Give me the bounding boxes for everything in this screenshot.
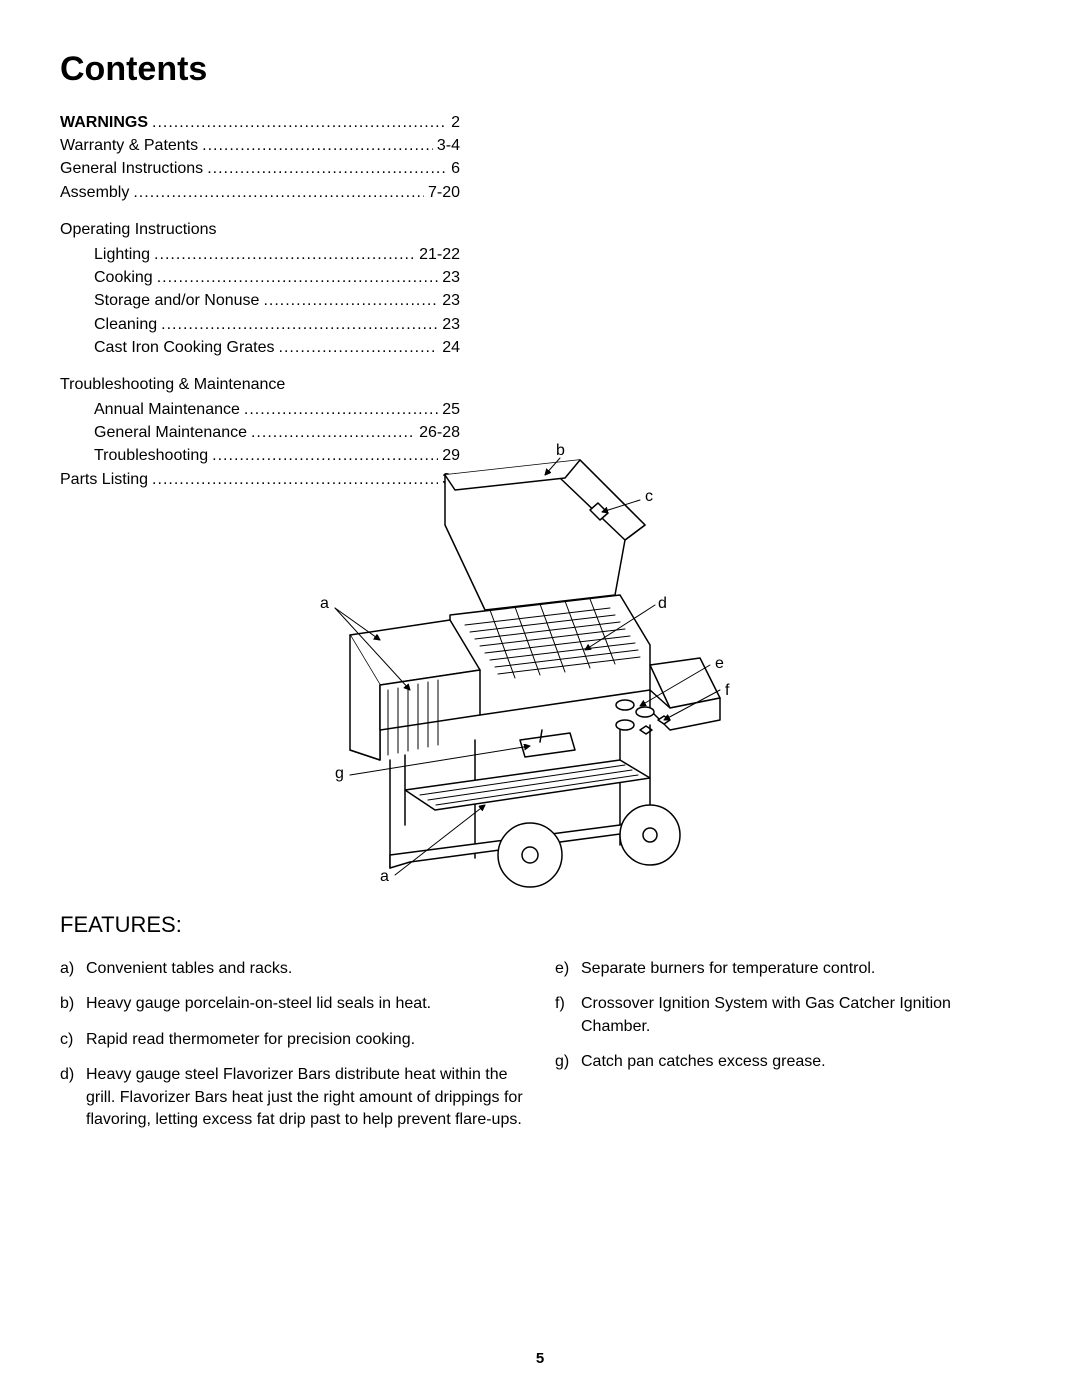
toc-row: General Instructions 6 <box>60 157 460 180</box>
grill-diagram: a b c d e f g a <box>280 430 820 910</box>
grill-svg <box>280 430 820 910</box>
callout-g: g <box>335 765 344 783</box>
toc-label: General Instructions <box>60 157 203 180</box>
feature-item: f)Crossover Ignition System with Gas Cat… <box>555 993 1020 1038</box>
toc-row: Assembly 7-20 <box>60 181 460 204</box>
callout-a: a <box>320 595 329 613</box>
callout-d: d <box>658 595 667 613</box>
toc-page: 2 <box>451 111 460 134</box>
toc-row: Cast Iron Cooking Grates24 <box>94 336 460 359</box>
toc-row: Lighting21-22 <box>94 243 460 266</box>
toc-section-heading: Troubleshooting & Maintenance <box>60 373 460 396</box>
feature-item: b)Heavy gauge porcelain-on-steel lid sea… <box>60 993 525 1015</box>
page-title: Contents <box>60 50 1020 89</box>
toc-row: Cleaning23 <box>94 313 460 336</box>
toc-row: Cooking23 <box>94 266 460 289</box>
toc-page: 7-20 <box>428 181 460 204</box>
page-number: 5 <box>0 1350 1080 1367</box>
callout-b: b <box>556 442 565 460</box>
callout-e: e <box>715 655 724 673</box>
toc-dots <box>152 111 447 134</box>
callout-c: c <box>645 488 653 506</box>
toc-page: 3-4 <box>437 134 460 157</box>
callout-f: f <box>725 682 729 700</box>
feature-item: e)Separate burners for temperature contr… <box>555 958 1020 980</box>
toc-section-heading: Operating Instructions <box>60 218 460 241</box>
feature-item: g)Catch pan catches excess grease. <box>555 1051 1020 1073</box>
feature-item: d)Heavy gauge steel Flavorizer Bars dist… <box>60 1064 525 1131</box>
feature-item: a)Convenient tables and racks. <box>60 958 525 980</box>
features-section: FEATURES: a)Convenient tables and racks.… <box>60 912 1020 1144</box>
toc-label: Assembly <box>60 181 129 204</box>
features-heading: FEATURES: <box>60 912 1020 938</box>
toc-row: Annual Maintenance25 <box>94 398 460 421</box>
toc-label: Warranty & Patents <box>60 134 198 157</box>
features-col-right: e)Separate burners for temperature contr… <box>555 958 1020 1144</box>
feature-item: c)Rapid read thermometer for precision c… <box>60 1029 525 1051</box>
toc-row: Warranty & Patents 3-4 <box>60 134 460 157</box>
toc-label: WARNINGS <box>60 111 148 134</box>
toc-page: 6 <box>451 157 460 180</box>
features-col-left: a)Convenient tables and racks. b)Heavy g… <box>60 958 525 1144</box>
callout-a-bottom: a <box>380 868 389 886</box>
toc-row: Storage and/or Nonuse23 <box>94 289 460 312</box>
toc-row: WARNINGS 2 <box>60 111 460 134</box>
